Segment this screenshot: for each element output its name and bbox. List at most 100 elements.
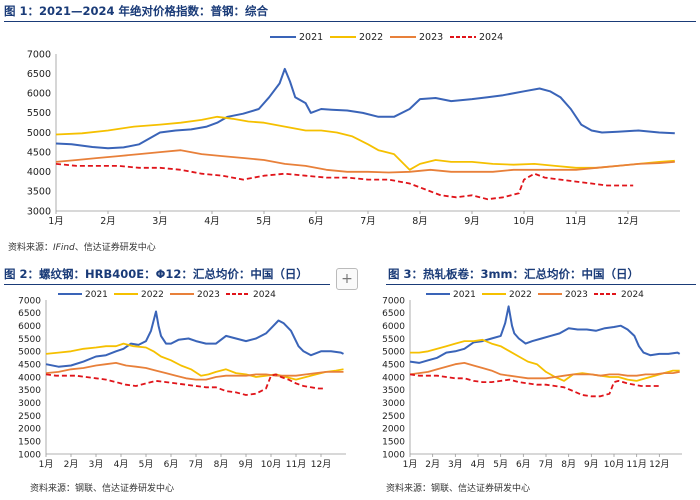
y-tick-label: 6500 xyxy=(27,69,51,80)
y-tick-label: 1000 xyxy=(18,450,41,460)
figure-3-source-prefix: 资料来源：钢联、信达证券研发中心 xyxy=(386,484,531,494)
y-tick-label: 6000 xyxy=(27,89,51,100)
x-tick-label: 9月 xyxy=(464,216,480,227)
y-tick-label: 5500 xyxy=(27,108,51,119)
legend-label-2023: 2023 xyxy=(565,290,588,300)
figure-2-title: 图 2：螺纹钢：HRB400E：Φ12：汇总均价：中国（日） xyxy=(4,267,308,281)
x-tick-label: 6月 xyxy=(164,459,179,470)
figure-2-title-rule xyxy=(4,284,330,285)
x-tick-label: 2月 xyxy=(64,459,79,470)
x-tick-label: 12月 xyxy=(649,459,669,470)
legend-label-2024: 2024 xyxy=(479,32,503,43)
y-tick-label: 6000 xyxy=(382,322,405,332)
series-line-2021 xyxy=(55,67,675,150)
x-tick-label: 7月 xyxy=(189,459,204,470)
x-tick-label: 5月 xyxy=(493,459,508,470)
x-tick-label: 1月 xyxy=(39,459,54,470)
x-tick-label: 1月 xyxy=(403,459,418,470)
y-tick-label: 5000 xyxy=(18,348,41,358)
x-tick-label: 9月 xyxy=(239,459,254,470)
y-tick-label: 2500 xyxy=(18,412,41,422)
legend-label-2021: 2021 xyxy=(85,290,108,300)
x-tick-label: 10月 xyxy=(513,216,535,227)
legend-label-2021: 2021 xyxy=(299,32,323,43)
legend-label-2023: 2023 xyxy=(419,32,443,43)
series-line-2022 xyxy=(45,342,344,381)
y-tick-label: 4500 xyxy=(18,360,41,370)
y-tick-label: 1000 xyxy=(382,450,405,460)
y-tick-label: 5000 xyxy=(382,348,405,358)
add-button[interactable]: + xyxy=(336,268,358,290)
series-line-2024 xyxy=(45,373,324,396)
figure-3-source: 资料来源：钢联、信达证券研发中心 xyxy=(386,481,530,494)
y-tick-label: 2000 xyxy=(18,425,41,435)
x-tick-label: 7月 xyxy=(360,216,376,227)
x-tick-label: 3月 xyxy=(152,216,168,227)
y-tick-label: 6500 xyxy=(382,309,405,319)
legend-label-2022: 2022 xyxy=(141,290,164,300)
y-tick-label: 7000 xyxy=(27,49,51,60)
chart-3-hot-rolled-coil-price: 1000 1500 2000 2500 3000 3500 4000 4500 5000 5500… xyxy=(382,290,682,470)
legend-label-2024: 2024 xyxy=(253,290,276,300)
figure-1-source-italic: IFind xyxy=(53,243,75,253)
y-tick-label: 2000 xyxy=(382,425,405,435)
x-tick-label: 3月 xyxy=(448,459,463,470)
series-line-2023 xyxy=(55,149,675,174)
x-tick-label: 11月 xyxy=(286,459,306,470)
x-tick-label: 8月 xyxy=(412,216,428,227)
figure-3-title-rule xyxy=(386,284,696,285)
x-tick-label: 12月 xyxy=(311,459,331,470)
series-line-2023 xyxy=(45,362,344,381)
legend-label-2024: 2024 xyxy=(621,290,644,300)
x-tick-label: 4月 xyxy=(204,216,220,227)
figure-1-source-prefix: 资料来源： xyxy=(8,243,54,253)
figure-1-source-suffix: 、信达证券研发中心 xyxy=(74,243,156,253)
chart-1-composite-steel-price: 3000 3500 4000 4500 5000 5500 6000 6500 7000 1月 2月… xyxy=(27,32,680,227)
y-tick-label: 1500 xyxy=(18,437,41,447)
x-tick-label: 5月 xyxy=(139,459,154,470)
x-tick-label: 6月 xyxy=(308,216,324,227)
legend-label-2022: 2022 xyxy=(509,290,532,300)
figure-1-title: 图 1：2021—2024 年绝对价格指数：普钢：综合 xyxy=(4,4,269,18)
series-line-2023 xyxy=(409,362,680,380)
x-tick-label: 8月 xyxy=(214,459,229,470)
y-tick-label: 6500 xyxy=(18,309,41,319)
x-tick-label: 6月 xyxy=(516,459,531,470)
x-tick-label: 11月 xyxy=(626,459,646,470)
x-tick-label: 10月 xyxy=(261,459,281,470)
y-tick-label: 3500 xyxy=(382,386,405,396)
figure-2-source-prefix: 资料来源：钢联、信达证券研发中心 xyxy=(30,484,175,494)
figure-1-source: 资料来源：IFind、信达证券研发中心 xyxy=(8,240,156,253)
x-tick-label: 4月 xyxy=(471,459,486,470)
y-tick-label: 1500 xyxy=(382,437,405,447)
y-tick-label: 6000 xyxy=(18,322,41,332)
x-tick-label: 4月 xyxy=(114,459,129,470)
series-line-2021 xyxy=(409,305,681,364)
x-tick-label: 12月 xyxy=(617,216,639,227)
y-tick-label: 3000 xyxy=(18,399,41,409)
x-tick-label: 3月 xyxy=(89,459,104,470)
series-line-2022 xyxy=(55,115,675,171)
series-line-2024 xyxy=(55,163,634,201)
figure-1-title-rule xyxy=(4,21,696,22)
chart-2-rebar-price: 1000 1500 2000 2500 3000 3500 4000 4500 5000 5500… xyxy=(18,290,346,470)
x-tick-label: 11月 xyxy=(565,216,587,227)
y-tick-label: 5500 xyxy=(382,335,405,345)
y-tick-label: 7000 xyxy=(382,296,405,306)
y-tick-label: 2500 xyxy=(382,412,405,422)
x-tick-label: 8月 xyxy=(561,459,576,470)
y-tick-label: 3000 xyxy=(382,399,405,409)
x-tick-label: 10月 xyxy=(604,459,624,470)
y-tick-label: 3500 xyxy=(18,386,41,396)
y-tick-label: 3500 xyxy=(27,187,51,198)
y-tick-label: 4000 xyxy=(27,167,51,178)
legend-label-2023: 2023 xyxy=(197,290,220,300)
y-tick-label: 5500 xyxy=(18,335,41,345)
x-tick-label: 9月 xyxy=(584,459,599,470)
y-tick-label: 4500 xyxy=(27,147,51,158)
y-tick-label: 4000 xyxy=(18,373,41,383)
y-tick-label: 3000 xyxy=(27,206,51,217)
x-tick-label: 2月 xyxy=(100,216,116,227)
x-tick-label: 7月 xyxy=(539,459,554,470)
figure-3-title: 图 3：热轧板卷：3mm：汇总均价：中国（日） xyxy=(388,267,639,281)
